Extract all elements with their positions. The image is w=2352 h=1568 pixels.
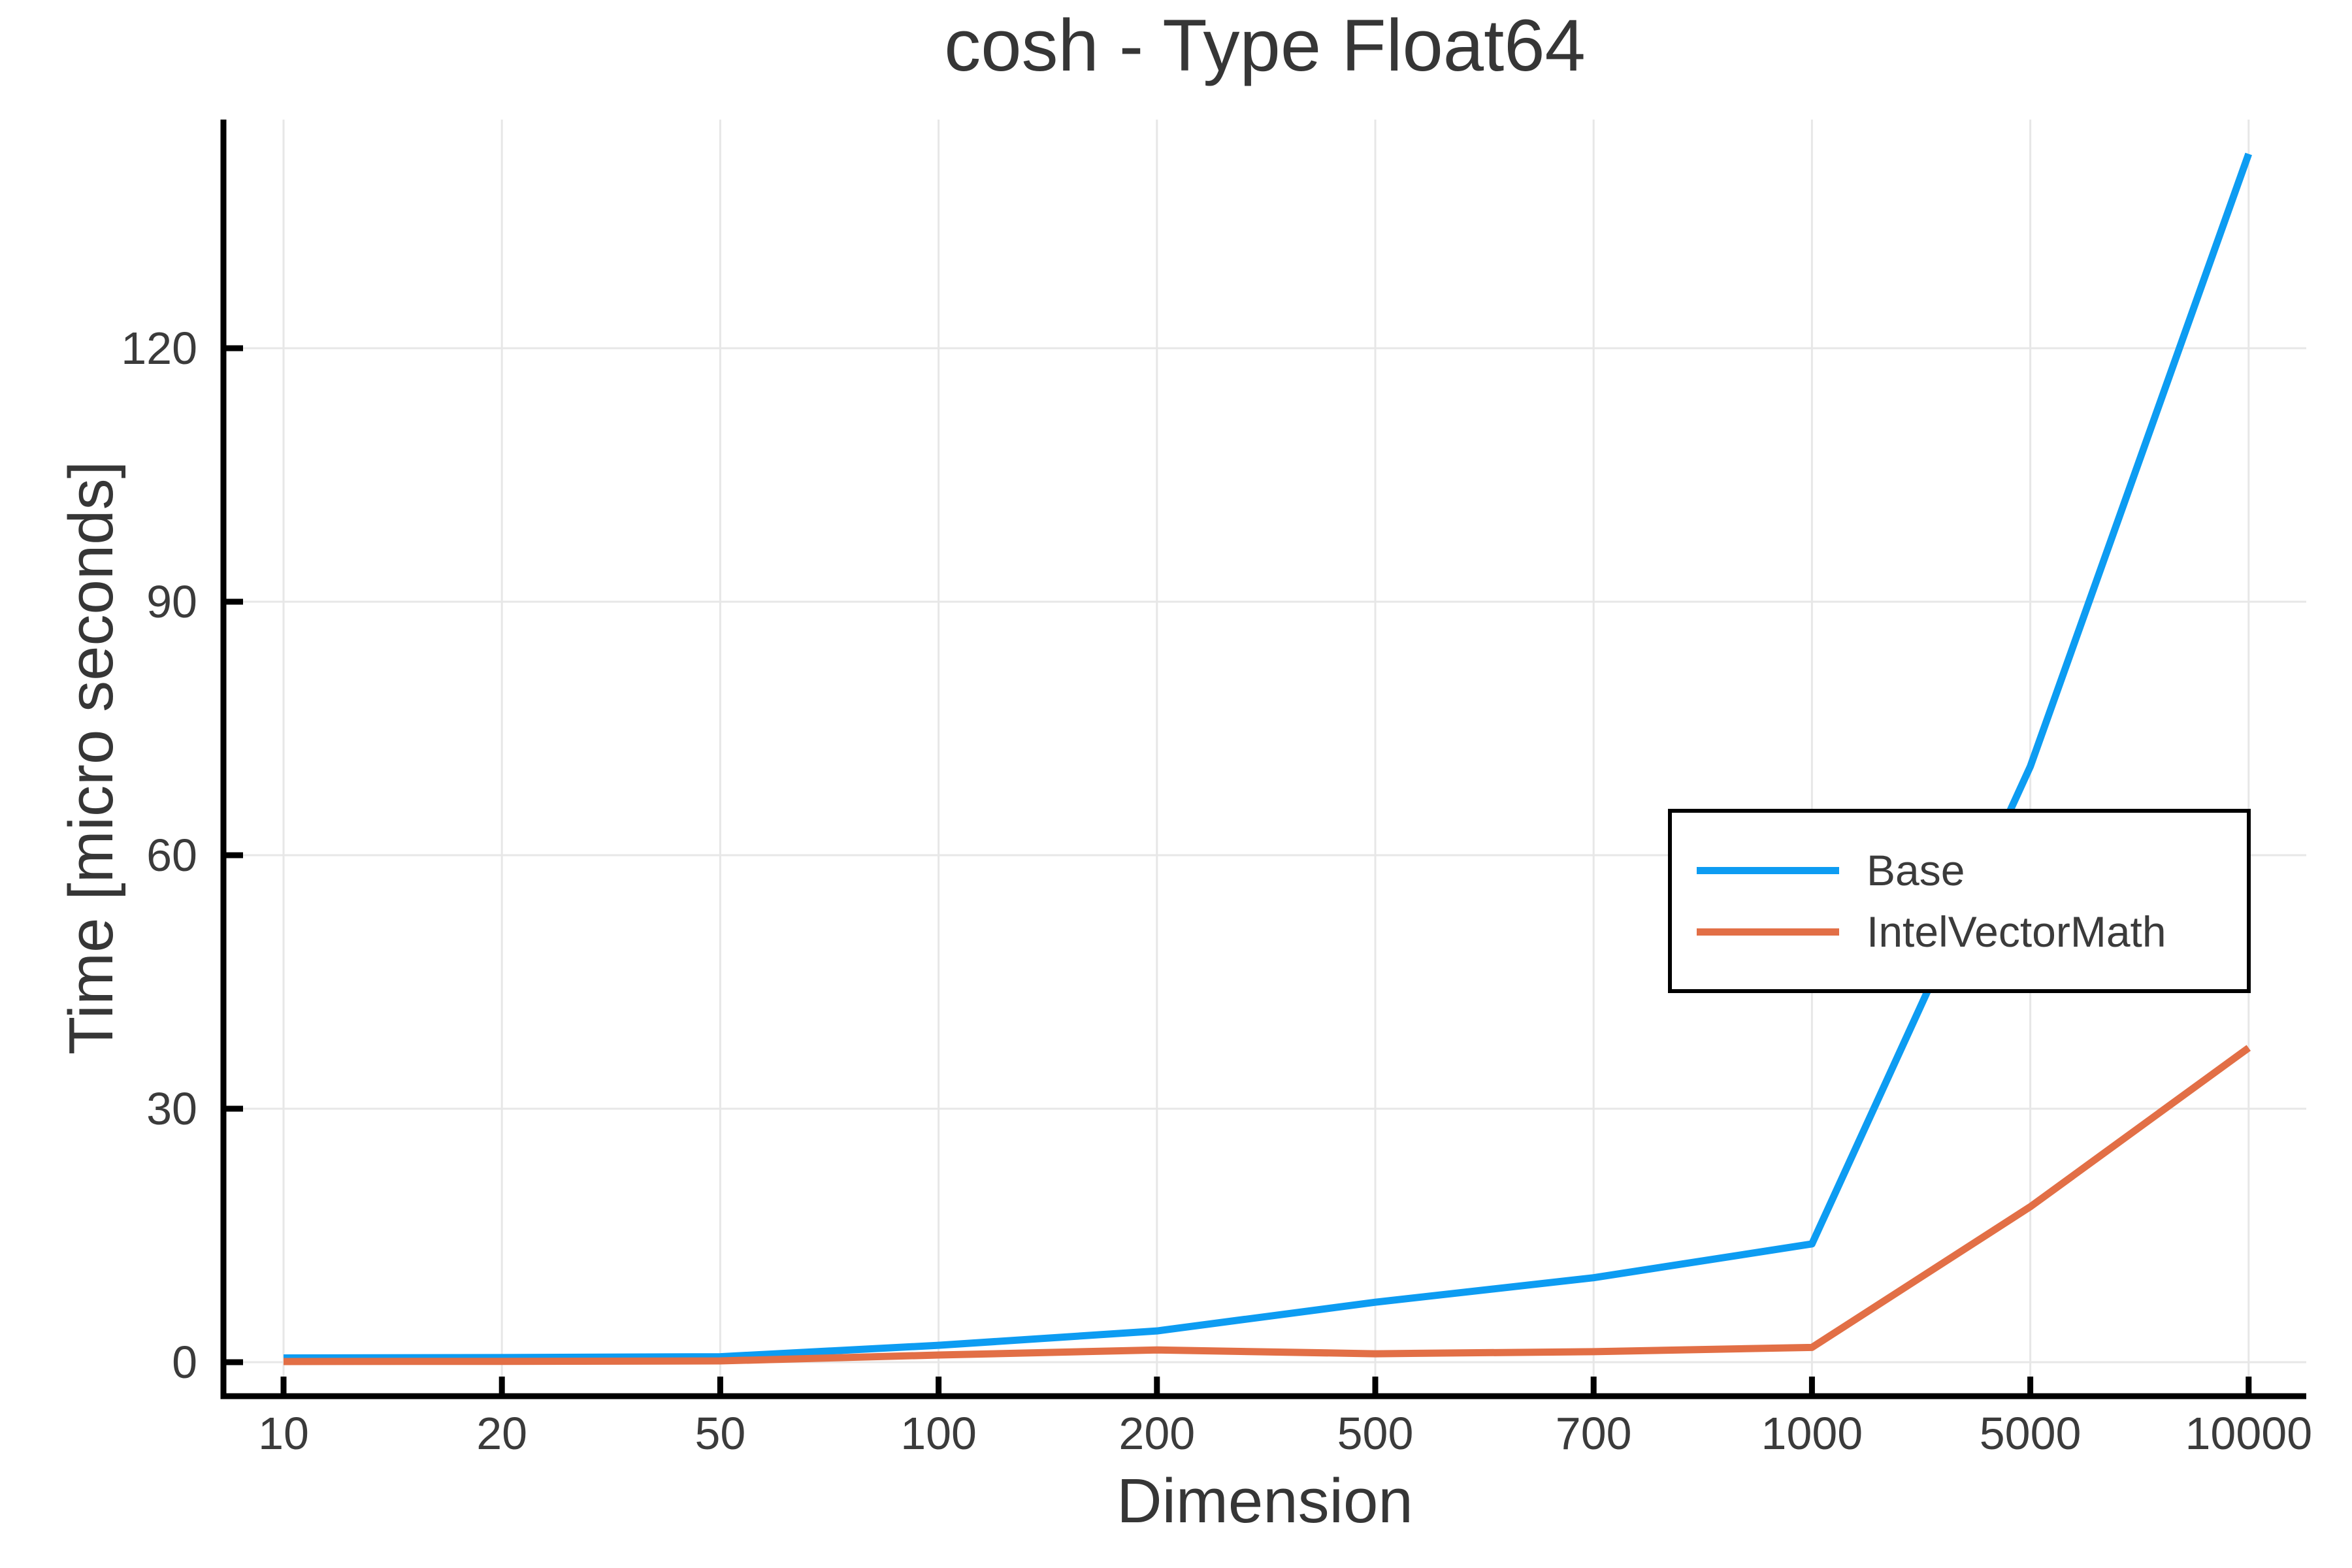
y-tick-label: 0 xyxy=(172,1337,197,1388)
x-tick-label: 500 xyxy=(1337,1408,1414,1459)
y-tick-label: 90 xyxy=(146,576,197,628)
x-tick-label: 10 xyxy=(258,1408,309,1459)
y-axis-title: Time [micro seconds] xyxy=(56,461,126,1055)
x-tick-label: 5000 xyxy=(1979,1408,2082,1459)
y-tick-label: 60 xyxy=(146,830,197,881)
x-tick-label: 20 xyxy=(476,1408,528,1459)
x-tick-label: 50 xyxy=(694,1408,746,1459)
y-tick-label: 30 xyxy=(146,1083,197,1134)
series-line-base xyxy=(283,152,2252,1362)
legend-label: Base xyxy=(1867,846,1965,894)
legend-item-base: Base xyxy=(1672,845,2247,895)
x-tick-label: 700 xyxy=(1555,1408,1632,1459)
x-tick-label: 100 xyxy=(900,1408,977,1459)
x-tick-label: 200 xyxy=(1119,1408,1196,1459)
series-line-intelvectormath xyxy=(283,1045,2251,1365)
x-tick-label: 1000 xyxy=(1761,1408,1863,1459)
legend-swatch xyxy=(1697,928,1839,936)
legend: Base IntelVectorMath xyxy=(1668,809,2251,993)
legend-item-intelvectormath: IntelVectorMath xyxy=(1672,907,2247,956)
x-axis-title: Dimension xyxy=(1117,1466,1413,1536)
y-tick-label: 120 xyxy=(121,323,197,374)
x-tick-label: 10000 xyxy=(2185,1408,2313,1459)
legend-swatch xyxy=(1697,866,1839,874)
chart-title: cosh - Type Float64 xyxy=(944,5,1586,86)
legend-label: IntelVectorMath xyxy=(1867,907,2166,956)
